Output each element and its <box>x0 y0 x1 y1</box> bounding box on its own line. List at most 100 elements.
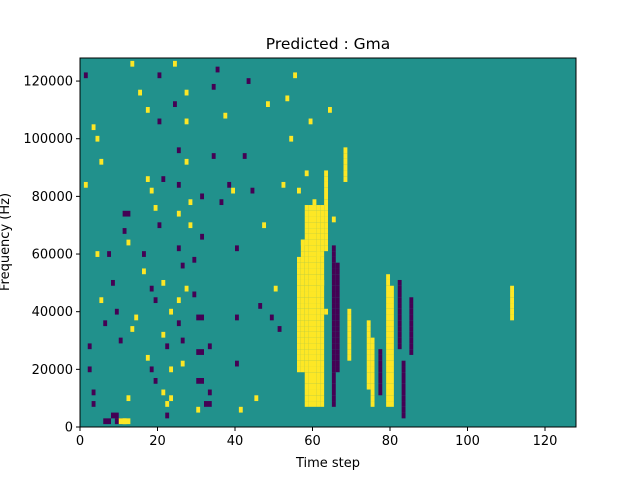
heatmap-cell <box>401 395 406 402</box>
heatmap-cell <box>320 372 325 378</box>
heatmap-cell <box>192 291 197 298</box>
heatmap-cell <box>304 337 309 344</box>
heatmap-cell <box>409 343 414 350</box>
heatmap-cell <box>331 314 336 321</box>
heatmap-cell <box>335 331 340 338</box>
heatmap-cell <box>320 354 325 361</box>
heatmap-cell <box>111 279 115 286</box>
heatmap-cell <box>304 274 309 280</box>
heatmap-cell <box>250 187 255 194</box>
heatmap-cell <box>87 343 92 350</box>
heatmap-cell <box>370 395 375 402</box>
heatmap-cell <box>331 245 336 252</box>
heatmap-cell <box>390 377 394 384</box>
heatmap-cell <box>409 349 414 355</box>
heatmap-cell <box>312 303 317 309</box>
heatmap-cell <box>308 279 313 286</box>
heatmap-cell <box>196 377 204 384</box>
heatmap-cell <box>297 326 301 332</box>
heatmap-cell <box>324 308 329 315</box>
heatmap-cell <box>366 366 371 373</box>
heatmap-cell <box>285 95 290 102</box>
heatmap-cell <box>331 303 336 309</box>
heatmap-cell <box>304 377 309 384</box>
heatmap-cell <box>510 303 515 309</box>
heatmap-cell <box>331 256 336 263</box>
heatmap-cell <box>308 331 313 338</box>
heatmap-cell <box>366 349 371 355</box>
heatmap-cell <box>386 377 391 384</box>
heatmap-cell <box>304 401 309 407</box>
heatmap-cell <box>366 354 371 361</box>
heatmap-cell <box>111 412 119 419</box>
heatmap-cell <box>304 216 309 223</box>
heatmap-cell <box>386 343 391 350</box>
heatmap-cell <box>331 251 336 257</box>
heatmap-cell <box>312 210 317 217</box>
heatmap-cell <box>390 395 394 402</box>
heatmap-cell <box>378 389 383 396</box>
heatmap-cell <box>300 303 305 309</box>
heatmap-cell <box>312 228 317 234</box>
heatmap-cell <box>304 366 309 373</box>
heatmap-cell <box>308 245 313 252</box>
chart-title: Predicted : Gma <box>266 35 390 53</box>
heatmap-cell <box>173 101 177 108</box>
heatmap-cell <box>331 383 336 390</box>
heatmap-cell <box>316 216 321 223</box>
heatmap-cell <box>188 199 193 206</box>
heatmap-cell <box>304 303 309 309</box>
heatmap-cell <box>343 147 348 154</box>
heatmap-cell <box>335 279 340 286</box>
heatmap-cell <box>331 360 336 367</box>
heatmap-cell <box>366 383 371 390</box>
heatmap-cell <box>308 389 313 396</box>
heatmap-cell <box>153 297 158 304</box>
heatmap-cell <box>149 366 154 373</box>
heatmap-cell <box>324 187 329 194</box>
heatmap-cell <box>320 337 325 344</box>
heatmap-cell <box>157 222 162 229</box>
heatmap-cell <box>335 349 340 355</box>
heatmap-cell <box>83 72 88 79</box>
heatmap-cell <box>370 372 375 378</box>
heatmap-cell <box>176 181 181 188</box>
heatmap-cell <box>300 245 305 252</box>
heatmap-cell <box>95 135 100 142</box>
heatmap-cell <box>235 360 239 367</box>
heatmap-cell <box>335 297 340 304</box>
heatmap-cell <box>409 326 414 332</box>
heatmap-cell <box>312 331 317 338</box>
heatmap-cell <box>316 331 321 338</box>
heatmap-cell <box>312 326 317 332</box>
heatmap-cell <box>312 233 317 240</box>
heatmap-cell <box>316 349 321 355</box>
heatmap-cell <box>347 354 352 361</box>
heatmap-cell <box>409 297 414 304</box>
heatmap-cell <box>304 372 309 378</box>
heatmap-cell <box>312 222 317 229</box>
heatmap-cell <box>386 308 391 315</box>
heatmap-cell <box>312 395 317 402</box>
heatmap-cell <box>312 279 317 286</box>
heatmap-cell <box>331 366 336 373</box>
heatmap-cell <box>312 366 317 373</box>
heatmap-cell <box>308 349 313 355</box>
heatmap-cell <box>320 210 325 217</box>
heatmap-cell <box>397 279 402 286</box>
heatmap-cell <box>312 297 317 304</box>
heatmap-cell <box>320 245 325 252</box>
heatmap-cell <box>300 251 305 257</box>
heatmap-cell <box>184 285 189 292</box>
heatmap-cell <box>308 314 313 321</box>
heatmap-cell <box>331 349 336 355</box>
heatmap-cell <box>386 279 391 286</box>
heatmap-cell <box>386 349 391 355</box>
heatmap-cell <box>304 170 309 177</box>
heatmap-cell <box>397 308 402 315</box>
heatmap-cell <box>409 308 414 315</box>
heatmap-cell <box>300 331 305 338</box>
heatmap-cell <box>370 383 375 390</box>
heatmap-cell <box>397 326 402 332</box>
